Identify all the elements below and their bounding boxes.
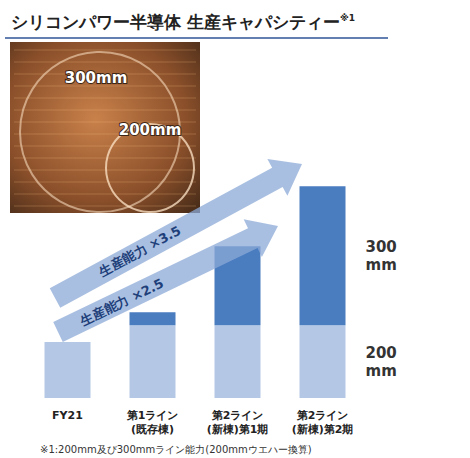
- svg-text:200mm: 200mm: [119, 121, 182, 139]
- svg-text:生産能力 ×2.5: 生産能力 ×2.5: [77, 276, 166, 329]
- svg-text:FY21: FY21: [52, 409, 83, 422]
- svg-text:※1: ※1: [340, 13, 355, 23]
- svg-text:(新棟)第2期: (新棟)第2期: [292, 423, 354, 436]
- svg-text:mm: mm: [366, 362, 397, 380]
- svg-text:(新棟)第1期: (新棟)第1期: [207, 423, 269, 436]
- svg-text:シリコンパワー半導体 生産キャパシティー: シリコンパワー半導体 生産キャパシティー: [11, 12, 340, 32]
- svg-text:300mm: 300mm: [65, 69, 128, 87]
- svg-text:(既存棟): (既存棟): [131, 423, 174, 436]
- svg-text:※1:200mm及び300mmライン能力(200mmウエハー: ※1:200mm及び300mmライン能力(200mmウエハー換算): [40, 444, 312, 455]
- svg-text:第1ライン: 第1ライン: [126, 409, 179, 422]
- svg-text:第2ライン: 第2ライン: [296, 409, 349, 422]
- svg-text:200: 200: [366, 344, 397, 362]
- svg-text:生産能力 ×3.5: 生産能力 ×3.5: [96, 223, 184, 280]
- svg-text:mm: mm: [366, 256, 397, 274]
- svg-text:第2ライン: 第2ライン: [211, 409, 264, 422]
- svg-text:300: 300: [366, 238, 397, 256]
